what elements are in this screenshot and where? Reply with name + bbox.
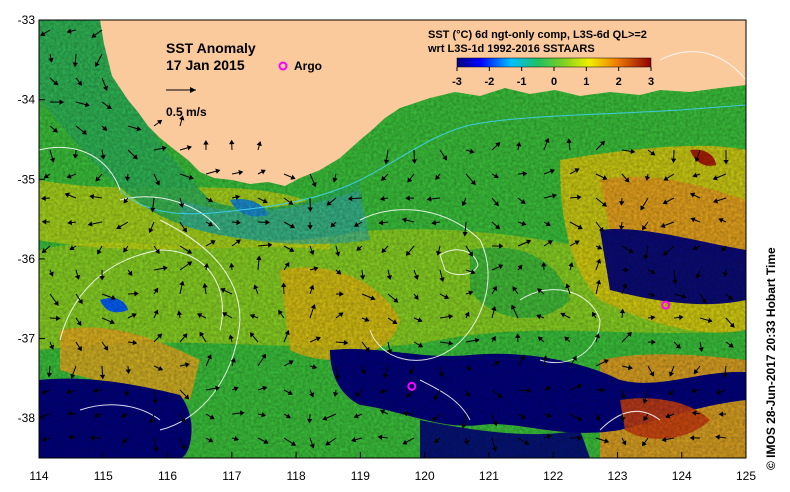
x-tick-label: 114 xyxy=(29,469,48,483)
colorbar-tick-label: 0 xyxy=(551,76,557,88)
velocity-arrows xyxy=(39,28,735,452)
colorbar-tick-label: -2 xyxy=(484,76,494,88)
y-axis: -33 -34 -35 -36 -37 -38 xyxy=(18,13,45,425)
x-tick-label: 117 xyxy=(222,469,241,483)
argo-legend-label: Argo xyxy=(294,59,322,73)
x-tick-label: 125 xyxy=(736,469,756,483)
map-date: 17 Jan 2015 xyxy=(166,57,245,73)
y-tick-label: -37 xyxy=(18,332,36,346)
x-tick-label: 120 xyxy=(415,469,435,483)
y-tick-label: -38 xyxy=(18,411,36,425)
scale-arrow-head xyxy=(190,87,196,93)
x-tick-label: 115 xyxy=(94,469,113,483)
argo-float-marker xyxy=(661,300,671,310)
x-tick-label: 119 xyxy=(351,469,370,483)
colorbar-tick-label: 3 xyxy=(648,76,654,88)
velocity-scale-label: 0.5 m/s xyxy=(166,105,207,119)
x-tick-label: 118 xyxy=(287,469,306,483)
x-tick-label: 116 xyxy=(158,469,177,483)
colorbar-title-line1: SST (°C) 6d ngt-only comp, L3S-6d QL>=2 xyxy=(428,29,647,41)
map-title: SST Anomaly xyxy=(166,40,256,56)
x-tick-label: 124 xyxy=(672,469,692,483)
x-axis: 114 115 116 117 118 119 120 121 122 123 124 125 xyxy=(29,452,756,483)
argo-floats xyxy=(407,300,671,391)
colorbar-tick-label: 1 xyxy=(583,76,589,88)
y-tick-label: -33 xyxy=(18,13,36,27)
x-tick-label: 122 xyxy=(543,469,563,483)
argo-legend-marker xyxy=(278,61,288,71)
colorbar xyxy=(456,57,652,68)
y-tick-label: -36 xyxy=(18,252,36,266)
sst-field xyxy=(39,20,746,458)
argo-float-marker xyxy=(407,381,417,391)
colorbar-tick-label: 2 xyxy=(616,76,622,88)
plot-frame xyxy=(38,19,747,459)
y-tick-label: -34 xyxy=(18,93,36,107)
colorbar-tick-label: -1 xyxy=(517,76,527,88)
x-tick-label: 121 xyxy=(479,469,499,483)
y-tick-label: -35 xyxy=(18,172,36,186)
credit-text: © IMOS 28-Jun-2017 20:33 Hobart Time xyxy=(764,247,778,470)
ssh-contours xyxy=(39,51,746,431)
colorbar-title-line2: wrt L3S-1d 1992-2016 SSTAARS xyxy=(427,43,595,55)
x-tick-label: 123 xyxy=(607,469,627,483)
colorbar-ticks: -3 -2 -1 0 1 2 3 xyxy=(452,67,654,88)
colorbar-tick-label: -3 xyxy=(452,76,462,88)
